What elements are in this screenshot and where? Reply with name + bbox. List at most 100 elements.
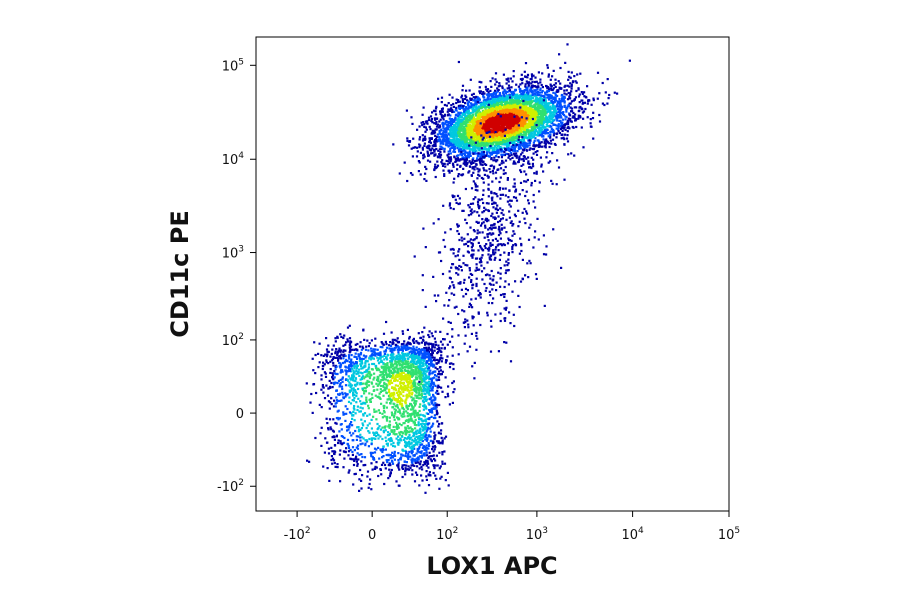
data-point bbox=[499, 135, 502, 138]
data-point bbox=[443, 113, 446, 116]
data-point bbox=[459, 104, 462, 107]
data-point bbox=[538, 102, 542, 105]
data-point bbox=[551, 88, 554, 91]
data-point bbox=[583, 101, 586, 104]
data-point bbox=[445, 123, 448, 126]
data-point bbox=[421, 146, 424, 149]
data-point bbox=[424, 172, 427, 175]
data-point bbox=[555, 127, 558, 130]
data-point bbox=[549, 87, 552, 90]
data-point bbox=[435, 138, 438, 142]
data-point bbox=[437, 97, 440, 100]
data-point bbox=[546, 121, 549, 124]
data-point bbox=[463, 134, 466, 137]
data-point bbox=[584, 107, 587, 111]
data-point bbox=[503, 153, 507, 157]
data-point bbox=[427, 154, 430, 157]
data-point bbox=[537, 98, 540, 101]
data-point bbox=[507, 84, 511, 87]
data-point bbox=[480, 104, 483, 107]
data-point bbox=[471, 149, 474, 152]
data-point bbox=[502, 140, 505, 143]
data-point bbox=[497, 88, 500, 92]
data-point bbox=[512, 90, 515, 93]
data-point bbox=[531, 75, 534, 78]
data-point bbox=[530, 82, 533, 85]
data-point bbox=[435, 140, 438, 143]
data-point bbox=[465, 133, 468, 136]
data-point bbox=[510, 145, 513, 148]
data-point bbox=[516, 130, 519, 133]
data-point bbox=[568, 127, 571, 130]
data-point bbox=[538, 93, 541, 97]
data-point bbox=[577, 114, 580, 117]
data-point bbox=[476, 110, 479, 113]
data-point bbox=[442, 169, 445, 172]
data-point bbox=[479, 90, 482, 93]
data-point bbox=[571, 110, 574, 113]
data-point bbox=[457, 123, 460, 126]
data-point bbox=[512, 117, 515, 120]
data-point bbox=[540, 116, 543, 119]
data-point bbox=[418, 143, 421, 146]
data-point bbox=[539, 81, 542, 84]
data-point bbox=[488, 137, 491, 140]
data-point bbox=[415, 146, 419, 149]
data-point bbox=[487, 121, 490, 124]
data-point bbox=[556, 124, 560, 127]
data-point bbox=[493, 156, 496, 159]
data-point bbox=[471, 111, 474, 114]
data-point bbox=[465, 96, 468, 99]
data-point bbox=[418, 125, 421, 128]
data-point bbox=[578, 93, 581, 96]
data-point bbox=[539, 87, 542, 90]
data-point bbox=[561, 129, 564, 132]
data-point bbox=[496, 159, 499, 162]
data-point bbox=[556, 103, 559, 106]
data-point bbox=[566, 84, 569, 87]
data-point bbox=[553, 111, 557, 114]
data-point bbox=[445, 130, 448, 134]
data-point bbox=[438, 124, 441, 127]
data-point bbox=[519, 124, 522, 127]
data-point bbox=[491, 97, 494, 100]
data-point bbox=[526, 73, 530, 76]
data-point bbox=[446, 125, 449, 128]
data-point bbox=[493, 133, 496, 136]
data-point bbox=[417, 160, 420, 163]
data-point bbox=[563, 85, 566, 88]
data-point bbox=[489, 118, 493, 121]
data-point bbox=[438, 129, 441, 132]
data-point bbox=[501, 109, 504, 112]
data-point bbox=[513, 118, 516, 121]
data-point bbox=[544, 126, 547, 129]
data-point bbox=[530, 131, 533, 134]
data-point bbox=[489, 89, 492, 92]
data-point bbox=[482, 96, 485, 99]
data-point bbox=[538, 128, 541, 131]
data-point bbox=[547, 88, 550, 91]
data-point bbox=[466, 116, 469, 119]
data-point bbox=[485, 144, 488, 147]
data-point bbox=[531, 105, 535, 109]
data-point bbox=[534, 119, 537, 122]
data-point bbox=[522, 130, 525, 133]
data-point bbox=[565, 123, 568, 126]
data-point bbox=[563, 104, 566, 107]
data-point bbox=[483, 100, 486, 103]
data-point bbox=[486, 125, 489, 128]
data-point bbox=[558, 102, 561, 106]
data-point bbox=[505, 140, 508, 143]
data-point bbox=[422, 106, 425, 109]
data-point bbox=[535, 130, 538, 133]
data-point bbox=[458, 100, 461, 103]
data-point bbox=[437, 138, 440, 141]
data-point bbox=[549, 101, 552, 104]
data-point bbox=[524, 136, 527, 139]
data-point bbox=[506, 103, 510, 106]
data-point bbox=[537, 71, 540, 74]
data-point bbox=[507, 148, 510, 151]
data-point bbox=[465, 106, 468, 109]
data-point bbox=[495, 105, 498, 108]
data-point bbox=[569, 93, 572, 96]
